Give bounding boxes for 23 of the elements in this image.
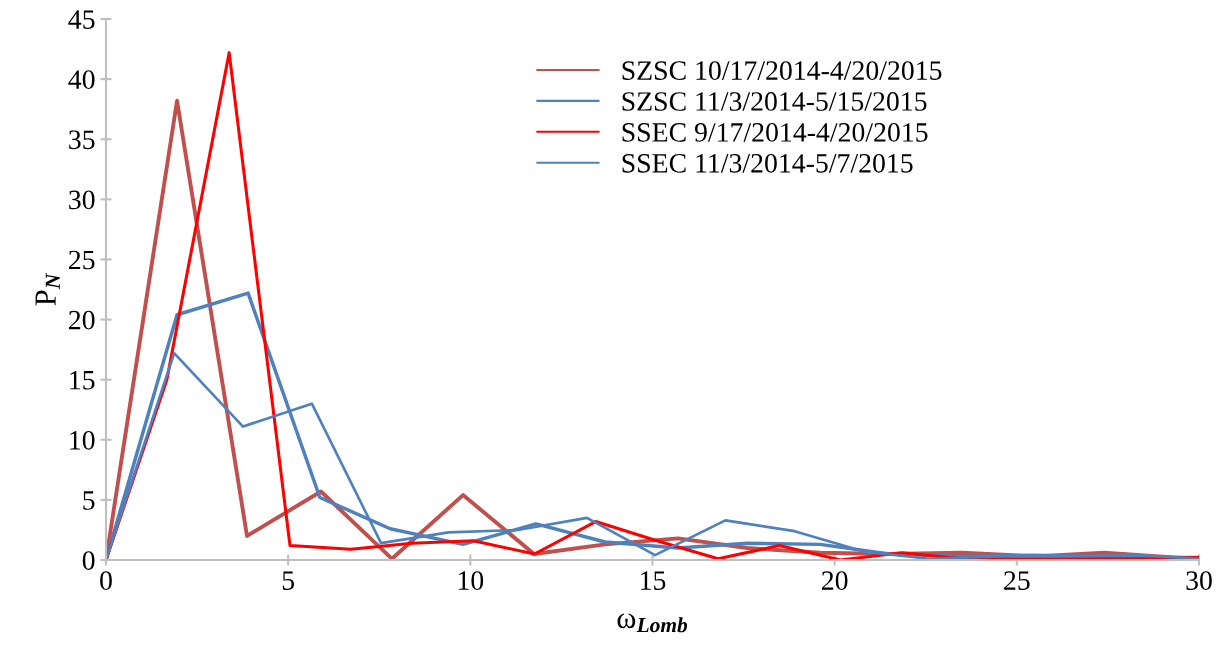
x-tick-label: 20	[822, 571, 848, 590]
legend-label: SSEC 11/3/2014-5/7/2015	[622, 153, 913, 173]
y-tick-label: 45	[68, 10, 95, 29]
x-tick-label: 25	[1004, 571, 1030, 590]
y-tick-label: 5	[83, 491, 95, 510]
x-axis-title: ω$_{Lomb}$	[617, 613, 688, 633]
x-tick-label: 0	[100, 571, 112, 590]
legend-label: SZSC 10/17/2014-4/20/2015	[622, 61, 942, 80]
y-tick-label: 10	[70, 430, 95, 450]
y-axis-title: P$_{N}$	[35, 272, 60, 306]
legend-label: SZSC 11/3/2014-5/15/2015	[622, 92, 927, 111]
x-tick-label: 30	[1186, 571, 1212, 590]
y-tick-label: 20	[69, 310, 95, 330]
legend-label: SSEC 9/17/2014-4/20/2015	[622, 123, 928, 142]
x-tick-label: 15	[641, 571, 666, 590]
x-tick-label: 10	[458, 571, 484, 590]
x-tick-label: 5	[282, 571, 295, 590]
y-tick-label: 35	[69, 130, 95, 150]
y-tick-label: 15	[70, 370, 95, 390]
y-tick-label: 0	[82, 551, 95, 570]
y-tick-label: 40	[68, 70, 95, 90]
y-tick-label: 25	[69, 250, 95, 270]
y-tick-label: 30	[69, 190, 95, 210]
